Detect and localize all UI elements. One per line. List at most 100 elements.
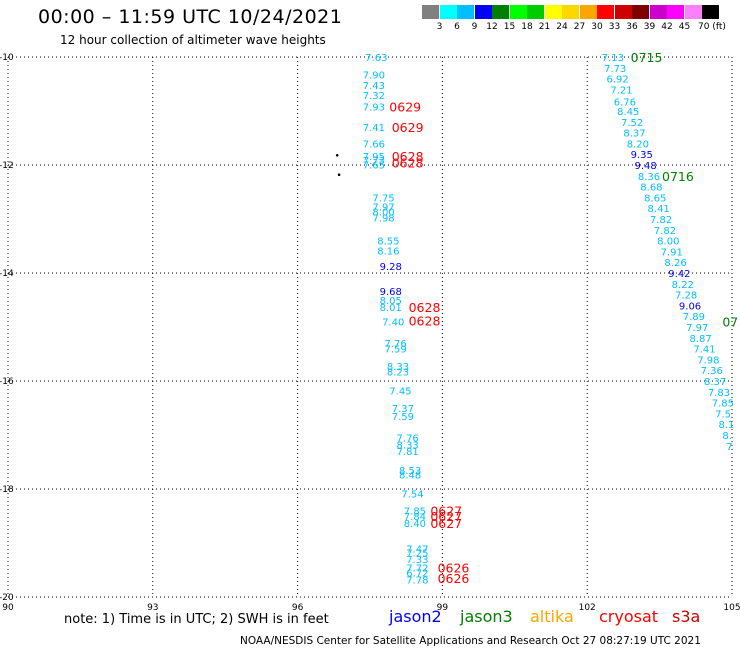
colorbar-label: 45 <box>678 22 691 32</box>
wave-height-label: 8.65 <box>644 193 666 204</box>
wave-height-label: 7.89 <box>683 312 705 323</box>
wave-height-label: 7.25 <box>406 549 428 560</box>
wave-height-label: 7.41 <box>363 123 385 134</box>
wave-height-label: 7 <box>726 442 732 453</box>
colorbar-swatch <box>649 5 667 19</box>
page-title: 00:00 – 11:59 UTC 10/24/2021 <box>38 6 343 28</box>
wave-height-label: 7.63 <box>365 53 387 64</box>
wave-height-label: 7.84 <box>404 512 426 523</box>
time-labels: 0629062906280628062806280627062706270626… <box>389 50 738 586</box>
lon-tick-label: 90 <box>2 603 14 613</box>
note-text: note: 1) Time is in UTC; 2) SWH is in fe… <box>64 612 329 627</box>
wave-height-label: 8.33 <box>387 362 409 373</box>
wave-height-label: 8.26 <box>664 258 686 269</box>
map-grid <box>7 56 733 598</box>
wave-height-label: 7.54 <box>401 489 423 500</box>
colorbar-swatch <box>457 5 474 19</box>
wave-height-label: 7.36 <box>701 366 723 377</box>
wave-height-label: 9.28 <box>380 262 402 273</box>
wave-height-label: 7.81 <box>397 447 419 458</box>
colorbar-label: 33 <box>608 22 621 32</box>
wave-height-label: 7.73 <box>363 156 385 167</box>
wave-height-label: 8.48 <box>399 470 421 481</box>
wave-height-label: 8.87 <box>690 334 712 345</box>
wave-height-label: 7.32 <box>363 91 385 102</box>
lat-tick-label: -16 <box>0 377 14 387</box>
lat-tick-label: -14 <box>0 269 14 279</box>
wave-height-label: 6.76 <box>614 97 636 108</box>
satellite-legend-item: jason2 <box>389 607 442 626</box>
pass-time-label: 0627 <box>430 504 462 519</box>
pass-time-label: 0628 <box>409 314 441 329</box>
wave-height-label: 8.05 <box>380 296 402 307</box>
wave-height-label: 7.98 <box>697 355 719 366</box>
lon-tick-label: 105 <box>723 603 740 613</box>
wave-height-label: 8.41 <box>648 204 670 215</box>
wave-height-label: 7.28 <box>675 291 697 302</box>
colorbar-swatch <box>527 5 544 19</box>
pass-time-label: 0626 <box>438 560 470 575</box>
wave-height-label: 7.73 <box>604 64 626 75</box>
wave-height-label: 7.75 <box>372 193 394 204</box>
colorbar-label: 6 <box>454 22 460 32</box>
colorbar-label: 21 <box>538 22 551 32</box>
lon-tick-label: 96 <box>292 603 304 613</box>
colorbar-label: 18 <box>521 22 533 32</box>
wave-height-label: 8.33 <box>397 441 419 452</box>
island-marker <box>337 173 341 177</box>
colorbar-swatch <box>597 5 614 19</box>
wave-height-label: 7.95 <box>363 152 385 163</box>
wave-height-label: 8.1 <box>718 420 734 431</box>
wave-height-label: 9.68 <box>380 287 402 298</box>
lon-tick-label: 99 <box>437 603 449 613</box>
wave-height-label: 7.76 <box>397 434 419 445</box>
colorbar-label: 70 (ft) <box>698 22 726 32</box>
lon-tick-label: 93 <box>147 603 158 613</box>
pass-time-label: 0628 <box>409 300 441 315</box>
colorbar-swatch <box>632 5 649 19</box>
pass-time-label: 0715 <box>631 50 663 65</box>
wave-height-label: 7.47 <box>406 544 428 555</box>
wave-height-label: 8.00 <box>372 207 394 218</box>
wave-height-label: 7.59 <box>384 345 406 356</box>
satellite-legend-item: altika <box>530 607 574 626</box>
colorbar-label: 3 <box>436 22 443 32</box>
satellite-legend-item: cryosat <box>599 607 659 626</box>
wave-height-label: 7.85 <box>404 507 426 518</box>
colorbar-label: 9 <box>471 22 478 32</box>
wave-height-label: 8.36 <box>638 172 660 183</box>
colorbar-swatch <box>544 5 562 19</box>
pass-time-label: 0626 <box>438 571 470 586</box>
islands <box>335 153 341 177</box>
island-marker <box>335 153 339 157</box>
wave-height-label: 7.13 <box>602 53 624 64</box>
colorbar-label: 42 <box>661 22 673 32</box>
colorbar-swatch <box>562 5 579 19</box>
wave-height-label: 9.48 <box>635 161 657 172</box>
satellite-legend-item: jason3 <box>460 607 513 626</box>
page-subtitle: 12 hour collection of altimeter wave hei… <box>60 33 326 47</box>
wave-height-label: 7.40 <box>382 318 404 329</box>
wave-height-label: 8.20 <box>627 139 649 150</box>
wave-height-label: 7.97 <box>372 203 394 214</box>
wave-height-label: 8.53 <box>399 466 421 477</box>
wave-height-label: 7.78 <box>406 576 428 587</box>
colorbar-label: 30 <box>591 22 603 32</box>
pass-time-label: 0627 <box>430 516 462 531</box>
lon-tick-label: 102 <box>579 603 596 613</box>
wave-height-label: 8.40 <box>404 519 426 530</box>
wave-height-label: 9.06 <box>679 301 701 312</box>
pass-time-label: 0628 <box>392 155 424 170</box>
lat-tick-label: -12 <box>0 161 14 171</box>
colorbar-swatch <box>474 5 492 19</box>
wave-height-label: 8.16 <box>377 246 399 257</box>
wave-height-label: 8.45 <box>617 107 639 118</box>
wave-height-label: 7.72 <box>406 563 428 574</box>
wave-height-label: 9.42 <box>668 269 690 280</box>
map-ticks: 90 93 96 99 102 105 -10 -12 -14 -16 -18 -20 <box>0 53 740 613</box>
wave-height-label: 6.72 <box>406 569 428 580</box>
colorbar-label: 15 <box>503 22 516 32</box>
wave-height-label: 7.66 <box>363 139 385 150</box>
colorbar-label: 39 <box>643 22 656 32</box>
